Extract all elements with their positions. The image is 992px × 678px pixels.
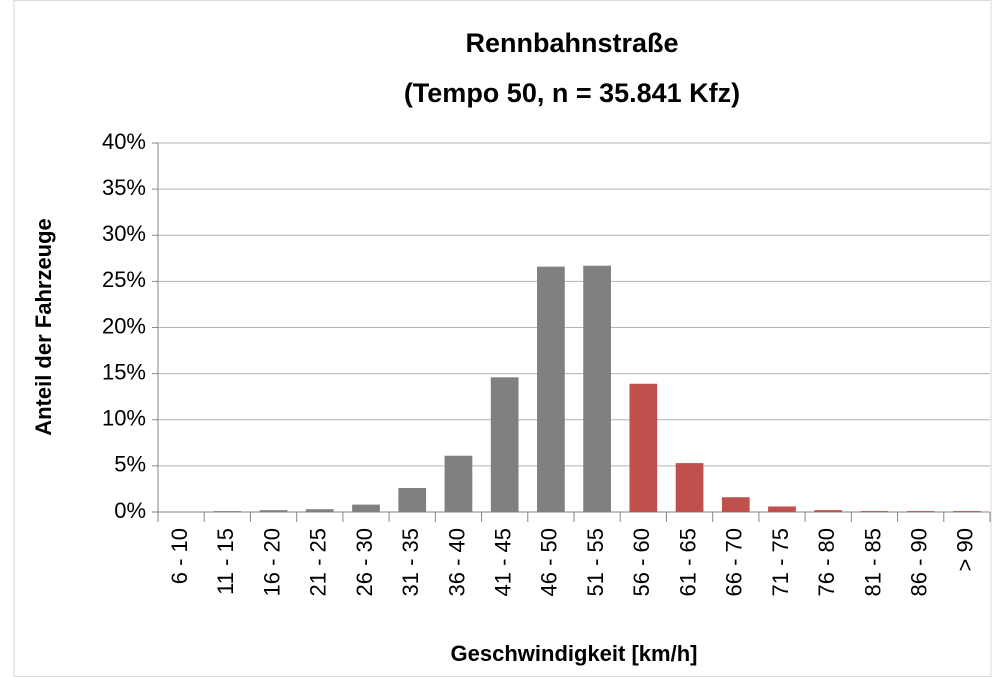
bar [906,511,935,512]
bar [675,463,704,512]
x-tick-label: 41 - 45 [490,528,515,597]
chart-border [13,0,992,677]
x-tick-label: 76 - 80 [814,528,839,597]
x-tick-label: 71 - 75 [768,528,793,597]
x-tick-label: 81 - 85 [860,528,885,597]
bar [537,266,565,512]
chart-title: Rennbahnstraße [465,28,678,58]
y-tick-label: 0% [114,498,146,523]
x-tick-label: 26 - 30 [352,528,377,597]
x-tick-label: 51 - 55 [583,528,608,597]
x-tick-label: 31 - 35 [398,528,423,597]
y-tick-label: 10% [102,406,146,431]
bar [860,511,889,512]
bar [953,511,981,512]
y-axis-label: Anteil der Fahrzeuge [31,218,56,436]
x-tick-label: 86 - 90 [906,528,931,597]
bar [814,510,843,512]
bar [213,511,242,512]
y-tick-label: 25% [102,267,146,292]
y-tick-label: 40% [102,129,146,154]
x-tick-label: 36 - 40 [444,528,469,597]
bar [583,265,611,512]
y-tick-label: 20% [102,313,146,338]
x-tick-label: 6 - 10 [167,528,192,584]
x-axis-label: Geschwindigkeit [km/h] [451,641,698,666]
bar [490,377,519,512]
bar [721,497,750,512]
bar [305,509,334,512]
bar [768,506,796,512]
bar [398,488,427,512]
y-tick-label: 30% [102,221,146,246]
chart-title: (Tempo 50, n = 35.841 Kfz) [404,78,740,108]
x-tick-label: > 90 [953,528,978,571]
bar [259,510,288,512]
x-tick-label: 56 - 60 [629,528,654,597]
bar [352,504,380,512]
y-tick-label: 15% [102,359,146,384]
y-tick-label: 5% [114,452,146,477]
x-tick-label: 16 - 20 [259,528,284,597]
x-tick-label: 61 - 65 [675,528,700,597]
bar [444,455,473,512]
x-tick-label: 66 - 70 [722,528,747,597]
y-tick-label: 35% [102,175,146,200]
x-tick-label: 21 - 25 [306,528,331,597]
x-tick-label: 11 - 15 [213,528,238,595]
x-tick-label: 46 - 50 [537,528,562,597]
bar [629,383,658,512]
